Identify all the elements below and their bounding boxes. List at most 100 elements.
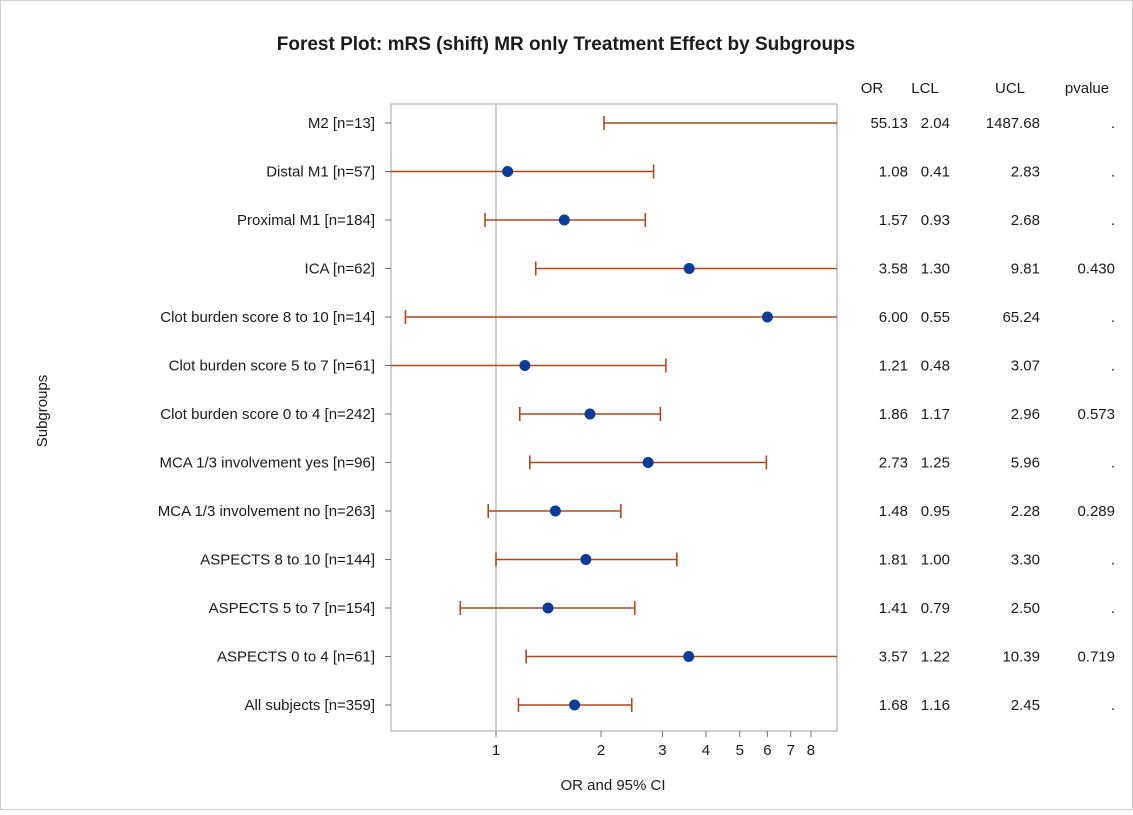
ucl-value: 5.96 (1011, 455, 1040, 472)
pvalue-value: . (1111, 115, 1115, 132)
subgroup-label: ASPECTS 0 to 4 [n=61] (217, 649, 375, 666)
pvalue-value: . (1111, 309, 1115, 326)
forest-row: Proximal M1 [n=184] 1.57 0.93 2.68. (237, 212, 1115, 229)
pvalue-value: 0.719 (1077, 649, 1115, 666)
column-header-pvalue: pvalue (1065, 80, 1109, 97)
pvalue-value: . (1111, 212, 1115, 229)
or-value: 1.48 (879, 503, 908, 520)
ucl-value: 2.68 (1011, 212, 1040, 229)
lcl-value: 2.04 (921, 115, 950, 132)
or-value: 1.08 (879, 164, 908, 181)
or-point (542, 602, 554, 614)
forest-rows: M2 [n=13] 55.13 2.04 1487.68 .Distal M1 [n=5… (158, 115, 1115, 714)
or-value: 3.58 (879, 261, 908, 278)
forest-row: Clot burden score 0 to 4 [n=242] 1.86 1.17… (160, 406, 1115, 423)
pvalue-value: . (1111, 552, 1115, 569)
forest-row: ASPECTS 8 to 10 [n=144] 1.81 1.00 3.30. (200, 552, 1115, 569)
pvalue-value: 0.430 (1077, 261, 1115, 278)
subgroup-label: ICA [n=62] (305, 261, 375, 278)
subgroup-label: All subjects [n=359] (245, 697, 376, 714)
pvalue-value: 0.289 (1077, 503, 1115, 520)
subgroup-label: Proximal M1 [n=184] (237, 212, 375, 229)
ucl-value: 2.45 (1011, 697, 1040, 714)
forest-row: Clot burden score 5 to 7 [n=61] 1.21 0.48 3… (169, 358, 1115, 375)
subgroup-label: Clot burden score 8 to 10 [n=14] (160, 309, 375, 326)
or-point (558, 214, 570, 226)
or-value: 1.86 (879, 406, 908, 423)
pvalue-value: . (1111, 455, 1115, 472)
ucl-value: 2.83 (1011, 164, 1040, 181)
or-point (502, 166, 514, 177)
x-tick-label: 7 (787, 742, 795, 759)
subgroup-label: MCA 1/3 involvement no [n=263] (158, 503, 375, 520)
subgroup-label: M2 [n=13] (308, 115, 375, 132)
or-point (519, 360, 531, 371)
or-value: 1.57 (879, 212, 908, 229)
ucl-value: 10.39 (1002, 649, 1040, 666)
pvalue-value: 0.573 (1077, 406, 1115, 423)
ucl-value: 2.28 (1011, 503, 1040, 520)
x-tick-label: 4 (702, 742, 710, 759)
lcl-value: 0.79 (921, 600, 950, 617)
ucl-value: 1487.68 (986, 115, 1040, 132)
subgroup-label: ASPECTS 5 to 7 [n=154] (209, 600, 375, 617)
forest-row: MCA 1/3 involvement yes [n=96] 2.73 1.25 5.… (159, 455, 1115, 472)
pvalue-value: . (1111, 164, 1115, 181)
pvalue-value: . (1111, 600, 1115, 617)
ucl-value: 2.96 (1011, 406, 1040, 423)
or-value: 2.73 (879, 455, 908, 472)
forest-row: All subjects [n=359] 1.68 1.16 2.45. (245, 697, 1116, 714)
or-point (761, 311, 773, 323)
or-value: 1.81 (879, 552, 908, 569)
forest-row: MCA 1/3 involvement no [n=263] 1.48 0.95 2.… (158, 503, 1115, 520)
x-axis-title: OR and 95% CI (560, 777, 665, 794)
forest-row: Clot burden score 8 to 10 [n=14] 6.00 0.55… (160, 309, 1115, 326)
chart-title: Forest Plot: mRS (shift) MR only Treatme… (277, 34, 855, 55)
plot-area-border (390, 103, 838, 732)
x-tick-label: 5 (736, 742, 744, 759)
column-header-or: OR (861, 80, 884, 97)
column-headers: OR LCL UCL pvalue (861, 80, 1109, 97)
x-tick-label: 3 (658, 742, 666, 759)
or-value: 3.57 (879, 649, 908, 666)
lcl-value: 1.22 (921, 649, 950, 666)
forest-row: ICA [n=62] 3.58 1.30 9.81 0.430 (305, 261, 1115, 278)
or-value: 1.41 (879, 600, 908, 617)
pvalue-value: . (1111, 697, 1115, 714)
or-point (683, 263, 695, 274)
or-value: 55.13 (870, 115, 908, 132)
ucl-value: 65.24 (1002, 309, 1040, 326)
forest-row: ASPECTS 5 to 7 [n=154] 1.41 0.79 2.50. (209, 600, 1115, 617)
subgroup-label: Clot burden score 5 to 7 [n=61] (169, 358, 375, 375)
or-point (569, 699, 581, 711)
lcl-value: 1.25 (921, 455, 950, 472)
lcl-value: 0.95 (921, 503, 950, 520)
or-point (683, 651, 695, 662)
ucl-value: 9.81 (1011, 261, 1040, 278)
or-value: 6.00 (879, 309, 908, 326)
subgroup-label: MCA 1/3 involvement yes [n=96] (159, 455, 375, 472)
subgroup-label: Distal M1 [n=57] (266, 164, 375, 181)
forest-row: Distal M1 [n=57] 1.08 0.41 2.83. (266, 164, 1115, 181)
pvalue-value: . (1111, 358, 1115, 375)
lcl-value: 0.41 (921, 164, 950, 181)
x-tick-label: 8 (807, 742, 815, 759)
or-value: 1.21 (879, 358, 908, 375)
column-header-lcl: LCL (911, 80, 939, 97)
y-axis-title: Subgroups (34, 375, 51, 448)
lcl-value: 0.55 (921, 309, 950, 326)
x-tick-label: 2 (597, 742, 605, 759)
or-point (642, 457, 654, 468)
or-value: 1.68 (879, 697, 908, 714)
subgroup-label: ASPECTS 8 to 10 [n=144] (200, 552, 375, 569)
subgroup-label: Clot burden score 0 to 4 [n=242] (160, 406, 375, 423)
or-point (549, 505, 561, 517)
lcl-value: 0.93 (921, 212, 950, 229)
x-tick-label: 6 (763, 742, 771, 759)
lcl-value: 1.17 (921, 406, 950, 423)
or-point (584, 408, 596, 420)
